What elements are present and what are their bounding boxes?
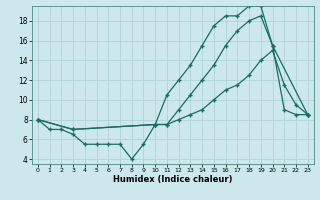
X-axis label: Humidex (Indice chaleur): Humidex (Indice chaleur) (113, 175, 233, 184)
